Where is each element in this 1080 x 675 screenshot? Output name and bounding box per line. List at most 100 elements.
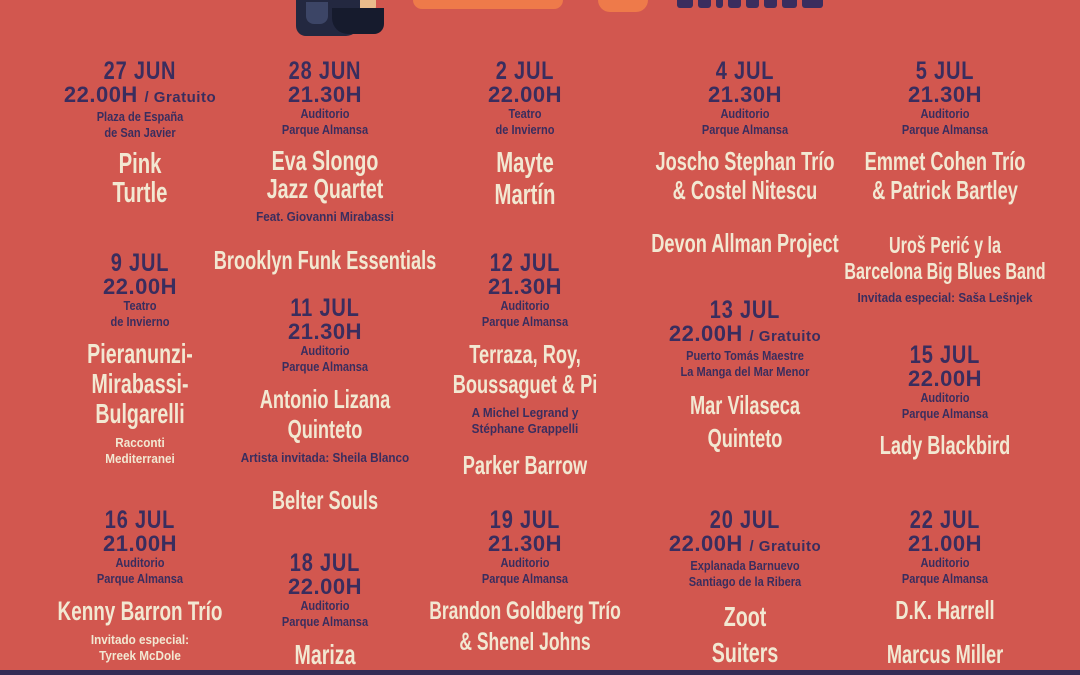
artist-name-line: Uroš Perić y la (889, 232, 1001, 258)
event-venue-line: Auditorio (920, 106, 970, 121)
event-time-value: 22.00H (668, 531, 743, 556)
event-time: 22.00H / Gratuito (669, 533, 821, 558)
event-time: 22.00H (65, 276, 216, 298)
event-time: 21.30H (231, 321, 418, 343)
artist-name-line: Mirabassi- (91, 368, 189, 399)
artist-name-line: Jazz Quartet (266, 173, 384, 204)
artist-name-line: & Costel Nitescu (672, 175, 818, 205)
event-venue-line: Parque Almansa (901, 405, 989, 421)
event-venue-line: Parque Almansa (481, 313, 569, 329)
cutoff-logo-text (677, 0, 823, 8)
event-block: 16 JUL 21.00H Auditorio Parque Almansa Kenny… (22, 507, 258, 663)
event-date: 22 JUL (909, 506, 981, 534)
artist-name-line: Brandon Goldberg Trío (429, 597, 621, 625)
event-venue-line: Auditorio (920, 390, 970, 405)
event-block: 9 JUL 22.00H Teatro de Invierno Pieranunzi- M… (65, 250, 216, 466)
artist-name-line: Eva Slongo (271, 145, 379, 176)
event-date: 19 JUL (489, 506, 561, 534)
artist-name-line: Kenny Barron Trío (57, 596, 223, 626)
letter-fragment (782, 0, 797, 8)
artist-name-line: Devon Allman Project (651, 228, 839, 258)
event-block: 22 JUL 21.00H Auditorio Parque Almansa D.K. … (874, 507, 1016, 625)
event-block: 28 JUN 21.30H Auditorio Parque Almansa Eva S… (242, 58, 409, 225)
event-block: Parker Barrow (436, 451, 614, 480)
event-venue-line: La Manga del Mar Menor (680, 363, 810, 379)
artist-name-line: Marcus Miller (886, 639, 1004, 669)
orange-logo-fragment (598, 0, 648, 12)
event-time-value: 21.30H (908, 82, 982, 107)
event-time: 21.30H (617, 84, 873, 106)
event-venue-line: Parque Almansa (281, 121, 369, 137)
orange-logo-fragment (413, 0, 563, 9)
artist-name-line: Mar Vilaseca (690, 390, 800, 420)
event-block: 15 JUL 22.00H Auditorio Parque Almansa Lady … (852, 342, 1038, 460)
event-time-value: 21.00H (908, 531, 982, 556)
event-date: 28 JUN (288, 57, 362, 85)
event-venue-line: Puerto Tomás Maestre (686, 348, 804, 363)
event-time-value: 21.30H (488, 274, 562, 299)
artist-name-line: Suiters (711, 637, 779, 668)
artist-name-line: Terraza, Roy, (469, 339, 581, 369)
letter-fragment (764, 0, 777, 8)
event-venue-line: Plaza de España (96, 109, 184, 124)
artist-name-line: D.K. Harrell (895, 595, 995, 625)
event-note-line: Tyreek McDole (99, 647, 181, 663)
event-block: 27 JUN 22.00H / Gratuito Plaza de España de… (64, 58, 216, 208)
event-block: Marcus Miller (862, 640, 1028, 669)
event-date: 20 JUL (709, 506, 781, 534)
event-block: 12 JUL 21.30H Auditorio Parque Almansa Terra… (422, 250, 629, 436)
event-block: Brooklyn Funk Essentials (166, 246, 484, 275)
event-free-admission-label: / Gratuito (749, 328, 822, 345)
artist-name-line: Turtle (112, 177, 168, 209)
event-time-value: 21.30H (708, 82, 782, 107)
event-note-line: Artista invitada: Sheila Blanco (240, 450, 410, 465)
letter-fragment (698, 0, 711, 8)
event-venue-line: Auditorio (300, 106, 350, 121)
artist-name-line: Joscho Stephan Trío (655, 146, 835, 176)
letter-fragment (716, 0, 723, 8)
event-time-value: 22.00H (103, 274, 177, 299)
event-date: 12 JUL (489, 249, 561, 277)
event-venue-line: Parque Almansa (281, 613, 369, 629)
event-time-value: 21.00H (103, 531, 177, 556)
event-venue-line: Auditorio (300, 598, 350, 613)
event-date: 11 JUL (290, 294, 360, 322)
event-venue-line: Auditorio (300, 343, 350, 358)
artist-name-line: Bulgarelli (95, 398, 185, 429)
event-venue-line: Parque Almansa (901, 570, 989, 586)
artist-name-line: Martín (494, 179, 556, 211)
event-block: 20 JUL 22.00H / Gratuito Explanada Barnuev… (669, 507, 821, 671)
event-venue-line: Teatro (508, 106, 542, 121)
artist-name-line: Lady Blackbird (879, 430, 1011, 460)
event-note-line: Invitada especial: Saša Lešnjek (857, 290, 1033, 305)
artist-name-line: Belter Souls (271, 485, 379, 515)
event-free-admission-label: / Gratuito (749, 538, 822, 555)
event-note-line: Invitado especial: (90, 632, 190, 647)
artist-name-line: Zoot (723, 601, 767, 632)
event-time: 22.00H (482, 84, 569, 106)
event-block: 2 JUL 22.00H Teatro de Invierno Mayte Martín (482, 58, 569, 211)
event-date: 5 JUL (915, 57, 975, 85)
event-time: 22.00H (274, 576, 375, 598)
event-time-value: 21.30H (288, 82, 362, 107)
event-time-value: 22.00H (668, 321, 743, 346)
event-time: 21.30H (388, 533, 662, 555)
event-venue-line: de San Javier (104, 124, 176, 140)
event-venue-line: de Invierno (495, 121, 555, 137)
event-time: 21.00H (874, 533, 1016, 555)
letter-fragment (746, 0, 759, 8)
event-note-line: A Michel Legrand y (471, 405, 579, 420)
artist-name-line: Pink (118, 148, 162, 180)
event-block: Uroš Perić y la Barcelona Big Blues Band I… (801, 232, 1080, 306)
artist-name-line: Emmet Cohen Trío (864, 146, 1026, 176)
event-date: 9 JUL (110, 249, 170, 277)
event-time: 22.00H / Gratuito (64, 84, 216, 109)
event-date: 18 JUL (289, 549, 361, 577)
event-venue-line: Auditorio (500, 555, 550, 570)
event-block: Belter Souls (249, 486, 401, 515)
event-time-value: 21.30H (288, 319, 362, 344)
letter-fragment (728, 0, 741, 8)
event-venue-line: Auditorio (500, 298, 550, 313)
artist-name-line: Brooklyn Funk Essentials (213, 245, 437, 275)
dancer-illustration (296, 0, 384, 37)
